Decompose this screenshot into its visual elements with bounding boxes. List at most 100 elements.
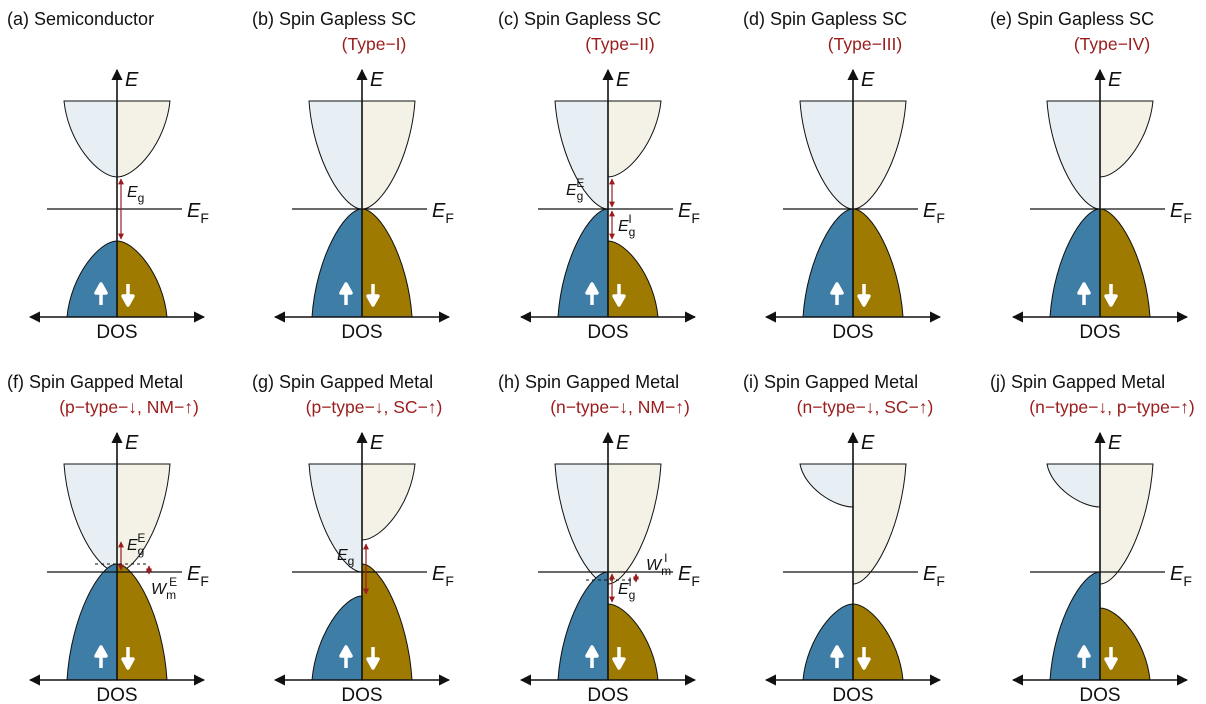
panel-title: (b) Spin Gapless SC xyxy=(252,9,416,29)
spin-down-arrow-icon xyxy=(366,284,380,307)
spin-up-valence-band xyxy=(66,240,118,318)
spin-up-conduction-band xyxy=(63,100,118,178)
panel-title-text: Spin Gapless SC xyxy=(279,9,416,29)
panel-title: (i) Spin Gapped Metal xyxy=(743,372,918,392)
panel-subtitle: (Type−IV) xyxy=(1074,34,1150,54)
energy-axis-label: E xyxy=(861,432,875,454)
panel-tag: (e) xyxy=(990,9,1017,29)
panel-tag: (j) xyxy=(990,372,1011,392)
fermi-main: E xyxy=(187,563,201,585)
spin-down-arrow-icon xyxy=(121,647,135,670)
gap-label-sub: g xyxy=(348,554,355,568)
spin-up-arrow-icon xyxy=(585,645,599,668)
panel-title: (g) Spin Gapped Metal xyxy=(252,372,433,392)
dos-axis-label: DOS xyxy=(832,685,873,704)
spin-down-conduction-band xyxy=(852,100,907,210)
panel-i: (i) Spin Gapped Metal(n−type−↓, SC−↑)EFE… xyxy=(743,372,945,704)
gap-label-main: E xyxy=(566,182,577,199)
spin-down-arrow-icon xyxy=(612,284,626,307)
energy-axis-label: E xyxy=(125,69,139,91)
panel-tag: (f) xyxy=(7,372,29,392)
spin-down-valence-band xyxy=(116,240,168,318)
fermi-main: E xyxy=(432,563,446,585)
spin-up-conduction-band xyxy=(308,463,363,573)
panel-j: (j) Spin Gapped Metal (n−type−↓, p−type−↑… xyxy=(990,372,1195,704)
fermi-level-label: EF xyxy=(432,200,454,226)
panel-h: (h) Spin Gapped Metal(n−type−↓, NM−↑)EFE… xyxy=(498,372,700,704)
gap-label-sup: E xyxy=(576,176,584,190)
panel-title-text: Semiconductor xyxy=(34,9,154,29)
gap-label-main: W xyxy=(646,557,663,574)
spin-up-arrow-icon xyxy=(339,282,353,305)
fermi-sub: F xyxy=(936,573,945,589)
spin-down-arrow-icon xyxy=(612,647,626,670)
gap-label-Eg: Eg xyxy=(127,184,144,205)
spin-up-valence-band xyxy=(557,571,609,681)
gap-label-main: E xyxy=(618,218,629,235)
fermi-main: E xyxy=(1170,200,1184,222)
dos-axis-label: DOS xyxy=(341,322,382,343)
gap-label-EgI: EgI xyxy=(618,575,635,602)
spin-up-valence-band xyxy=(557,208,609,318)
panel-title-text: Spin Gapped Metal xyxy=(764,372,918,392)
fermi-sub: F xyxy=(691,210,700,226)
gap-label-EgE: EgE xyxy=(566,176,584,203)
gap-label-main: E xyxy=(127,537,138,554)
energy-axis-label: E xyxy=(616,69,630,91)
fermi-level-label: EF xyxy=(432,563,454,589)
panel-subtitle: (p−type−↓, NM−↑) xyxy=(59,397,199,417)
panel-tag: (g) xyxy=(252,372,279,392)
dos-axis-label: DOS xyxy=(1079,685,1120,704)
panel-title-text: Spin Gapped Metal xyxy=(525,372,679,392)
gap-label-Wm: WmI xyxy=(646,551,671,578)
spin-down-arrow-icon xyxy=(366,647,380,670)
fermi-level-label: EF xyxy=(1170,200,1192,226)
spin-down-arrow-icon xyxy=(121,284,135,307)
spin-down-arrow-icon xyxy=(1104,284,1118,307)
fermi-sub: F xyxy=(691,573,700,589)
panel-tag: (a) xyxy=(7,9,34,29)
fermi-main: E xyxy=(1170,563,1184,585)
spin-up-arrow-icon xyxy=(94,645,108,668)
spin-down-valence-band xyxy=(607,603,659,681)
spin-up-conduction-band xyxy=(799,100,854,210)
gap-label-main: E xyxy=(127,184,138,201)
panel-tag: (h) xyxy=(498,372,525,392)
panel-title: (f) Spin Gapped Metal xyxy=(7,372,183,392)
spin-up-arrow-icon xyxy=(1077,645,1091,668)
fermi-level-label: EF xyxy=(678,200,700,226)
panel-g: (g) Spin Gapped Metal (p−type−↓, SC−↑) EFE… xyxy=(252,372,454,704)
spin-up-valence-band xyxy=(1049,208,1101,318)
panel-tag: (c) xyxy=(498,9,524,29)
fermi-main: E xyxy=(432,200,446,222)
energy-axis-label: E xyxy=(125,432,139,454)
fermi-sub: F xyxy=(445,210,454,226)
fermi-sub: F xyxy=(200,210,209,226)
spin-down-conduction-band xyxy=(1099,463,1154,585)
gap-label-sub: m xyxy=(166,588,176,602)
fermi-main: E xyxy=(923,200,937,222)
fermi-sub: F xyxy=(1183,573,1192,589)
panel-title: (h) Spin Gapped Metal xyxy=(498,372,679,392)
fermi-level-label: EF xyxy=(678,563,700,589)
fermi-level-label: EF xyxy=(187,563,209,589)
gap-label-sub: g xyxy=(138,544,145,558)
panel-title: (j) Spin Gapped Metal xyxy=(990,372,1165,392)
panel-title: (e) Spin Gapless SC xyxy=(990,9,1154,29)
gap-label-Wm: WmE xyxy=(151,575,177,602)
panel-subtitle: (p−type−↓, SC−↑) xyxy=(306,397,443,417)
spin-down-conduction-band xyxy=(607,100,662,178)
energy-axis-label: E xyxy=(370,69,384,91)
spin-up-valence-band xyxy=(311,208,363,318)
gap-label-main: W xyxy=(151,581,168,598)
spin-up-arrow-icon xyxy=(585,282,599,305)
panel-title-text: Spin Gapless SC xyxy=(524,9,661,29)
spin-up-arrow-icon xyxy=(1077,282,1091,305)
gap-label-sup: I xyxy=(664,551,667,565)
fermi-main: E xyxy=(678,563,692,585)
spin-up-conduction-band xyxy=(1046,100,1101,210)
